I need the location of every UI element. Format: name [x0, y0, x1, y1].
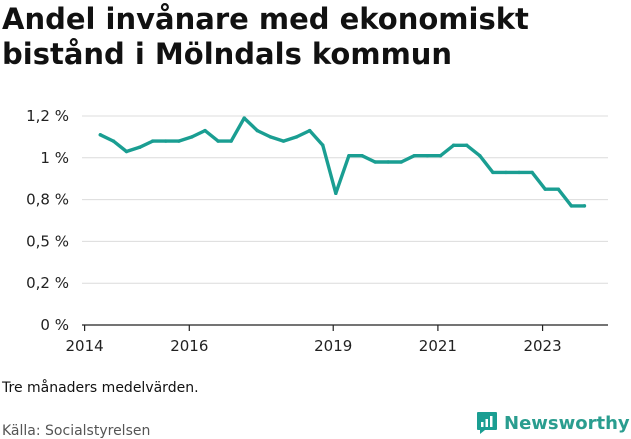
data-point — [268, 135, 273, 139]
data-point — [582, 204, 587, 208]
data-point — [177, 139, 181, 143]
x-tick-label: 2014 — [66, 337, 104, 355]
x-tick-label: 2021 — [419, 337, 457, 355]
data-point — [137, 145, 142, 150]
data-point — [491, 170, 495, 175]
data-point — [255, 128, 260, 133]
y-tick-label: 0 % — [40, 316, 69, 334]
y-tick-label: 0,2 % — [26, 274, 69, 292]
chart-note: Tre månaders medelvärden. — [2, 380, 199, 396]
data-point — [150, 139, 155, 143]
data-point — [478, 154, 482, 158]
data-point — [517, 170, 521, 175]
x-axis-ticks: 2014 2016 2019 2021 2023 — [66, 325, 562, 355]
x-tick-label: 2023 — [523, 337, 561, 355]
series-line — [98, 116, 587, 208]
y-tick-label: 1,2 % — [26, 107, 69, 125]
data-point — [399, 160, 403, 164]
data-point — [464, 143, 469, 147]
data-point — [334, 191, 338, 196]
line-chart: 0 %0,2 %0,5 %0,8 %1 %1,2 % 2014 2016 2019 2… — [26, 107, 608, 355]
data-point — [203, 128, 207, 133]
data-point — [504, 170, 508, 175]
data-point — [229, 139, 233, 143]
brand-logo[interactable]: Newsworthy — [476, 410, 630, 436]
data-point — [294, 135, 299, 139]
y-tick-label: 1 % — [40, 149, 69, 167]
data-point — [438, 154, 443, 158]
data-point — [556, 187, 560, 191]
series-group — [98, 116, 587, 208]
data-point — [111, 139, 116, 143]
data-point — [543, 187, 547, 191]
data-point — [190, 135, 194, 139]
data-point — [569, 204, 574, 208]
data-point — [321, 143, 325, 147]
data-point — [451, 143, 456, 147]
brand-name: Newsworthy — [504, 412, 630, 434]
data-point — [216, 139, 220, 143]
data-point — [373, 160, 377, 164]
data-point — [98, 133, 103, 137]
data-point — [425, 154, 430, 158]
data-point — [242, 116, 246, 120]
chart-title: Andel invånare med ekonomiskt bistånd i … — [2, 2, 529, 71]
data-point — [530, 170, 534, 175]
x-tick-label: 2019 — [314, 337, 352, 355]
data-point — [281, 139, 286, 143]
y-axis: 0 % 0,2 % 0,5 % 0,8 % 1 % 1,2 % — [26, 107, 69, 334]
data-point — [164, 139, 168, 143]
data-point — [347, 154, 351, 158]
source-text: Källa: Socialstyrelsen — [2, 423, 151, 439]
data-point — [412, 154, 417, 158]
data-point — [360, 154, 364, 158]
data-point — [124, 149, 129, 154]
data-point — [386, 160, 390, 164]
y-tick-label: 0,8 % — [26, 191, 69, 209]
y-tick-label: 0,5 % — [26, 232, 69, 250]
grid-lines — [82, 115, 608, 284]
newsworthy-logo-icon — [477, 412, 497, 434]
data-point — [307, 128, 312, 133]
x-tick-label: 2016 — [170, 337, 208, 355]
